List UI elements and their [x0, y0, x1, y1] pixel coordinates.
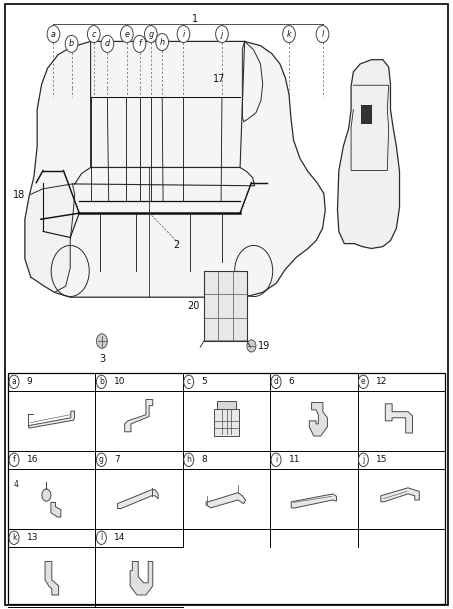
Text: h: h	[159, 38, 165, 46]
Circle shape	[156, 33, 169, 51]
Polygon shape	[25, 41, 325, 297]
Text: c: c	[187, 378, 191, 386]
Circle shape	[101, 35, 114, 52]
Text: 5: 5	[202, 378, 207, 386]
Text: 6: 6	[289, 378, 294, 386]
Circle shape	[216, 26, 228, 43]
Text: 9: 9	[27, 378, 33, 386]
Text: i: i	[183, 30, 184, 38]
Circle shape	[145, 26, 157, 43]
Text: 3: 3	[99, 354, 105, 364]
Polygon shape	[291, 494, 337, 508]
Text: g: g	[99, 456, 104, 464]
Bar	[361, 105, 371, 123]
Text: d: d	[105, 40, 110, 48]
Text: 18: 18	[13, 190, 25, 200]
Polygon shape	[125, 400, 153, 432]
Polygon shape	[51, 502, 61, 517]
Polygon shape	[381, 488, 419, 502]
Text: i: i	[275, 456, 277, 464]
Polygon shape	[309, 403, 328, 436]
Polygon shape	[130, 561, 153, 595]
Text: f: f	[138, 40, 141, 48]
Text: g: g	[148, 30, 154, 38]
Text: l: l	[322, 30, 323, 38]
Circle shape	[47, 26, 60, 43]
Text: 15: 15	[376, 456, 388, 464]
Polygon shape	[337, 60, 400, 248]
Polygon shape	[45, 561, 58, 595]
Bar	[217, 401, 236, 409]
Polygon shape	[28, 411, 74, 428]
Text: 10: 10	[114, 378, 125, 386]
Circle shape	[65, 35, 78, 52]
Text: c: c	[92, 30, 96, 38]
Bar	[214, 409, 239, 436]
Text: b: b	[69, 40, 74, 48]
Text: a: a	[12, 378, 16, 386]
Text: b: b	[99, 378, 104, 386]
Polygon shape	[117, 490, 158, 509]
Bar	[8, 373, 445, 604]
Text: j: j	[221, 30, 223, 38]
Text: 11: 11	[289, 456, 300, 464]
Text: k: k	[12, 533, 16, 542]
Text: 12: 12	[376, 378, 387, 386]
Text: a: a	[51, 30, 56, 38]
Text: 4: 4	[14, 480, 19, 489]
Text: 13: 13	[27, 533, 38, 542]
Text: d: d	[274, 378, 279, 386]
Text: 19: 19	[258, 341, 270, 351]
Text: 8: 8	[202, 456, 207, 464]
Text: j: j	[362, 456, 365, 464]
Text: 16: 16	[27, 456, 38, 464]
Text: 7: 7	[114, 456, 120, 464]
Text: 20: 20	[187, 301, 199, 311]
Text: 1: 1	[192, 15, 198, 24]
Bar	[204, 271, 247, 341]
Circle shape	[133, 35, 146, 52]
Circle shape	[120, 26, 133, 43]
Circle shape	[316, 26, 329, 43]
Polygon shape	[206, 493, 246, 508]
Circle shape	[42, 489, 51, 501]
Text: h: h	[186, 456, 191, 464]
Circle shape	[247, 340, 256, 352]
Circle shape	[283, 26, 295, 43]
Text: 2: 2	[173, 240, 179, 250]
Text: e: e	[361, 378, 366, 386]
Text: 14: 14	[114, 533, 125, 542]
Circle shape	[177, 26, 190, 43]
Circle shape	[87, 26, 100, 43]
Text: k: k	[287, 30, 291, 38]
Text: 17: 17	[213, 74, 225, 84]
Text: l: l	[100, 533, 102, 542]
Polygon shape	[25, 184, 75, 292]
Text: f: f	[13, 456, 15, 464]
Polygon shape	[386, 404, 413, 433]
Text: e: e	[125, 30, 129, 38]
Circle shape	[96, 334, 107, 348]
